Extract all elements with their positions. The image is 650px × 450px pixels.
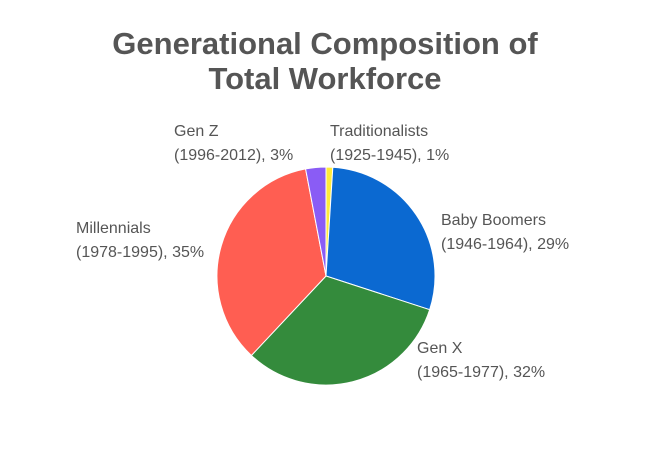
slice-label-traditionalists: Traditionalists (1925-1945), 1%: [330, 123, 449, 164]
slice-range-traditionalists: (1925-1945): [330, 147, 417, 164]
slice-label-baby-boomers-line-2: (1946-1964), 29%: [441, 236, 569, 253]
slice-value-gen-x: 32%: [513, 364, 545, 381]
slice-value-millennials: 35%: [172, 244, 204, 261]
slice-value-traditionalists: 1%: [426, 147, 449, 164]
slice-label-gen-x-line-1: Gen X: [417, 340, 463, 357]
slice-range-millennials: (1978-1995): [76, 244, 163, 261]
slice-range-gen-x: (1965-1977): [417, 364, 504, 381]
slice-label-baby-boomers-line-1: Baby Boomers: [441, 212, 546, 229]
slice-range-baby-boomers: (1946-1964): [441, 236, 528, 253]
slice-value-gen-z: 3%: [270, 147, 293, 164]
slice-label-gen-z-line-2: (1996-2012), 3%: [174, 147, 293, 164]
pie-slice-baby-boomers: [325, 166, 436, 311]
chart-title-line-1: Generational Composition of: [112, 26, 538, 61]
slice-label-baby-boomers: Baby Boomers (1946-1964), 29%: [441, 212, 569, 253]
pie-slices: [216, 166, 436, 386]
slice-range-gen-z: (1996-2012): [174, 147, 261, 164]
pie-slice-gen-z: [304, 166, 327, 277]
slice-label-millennials-line-1: Millennials: [76, 220, 151, 237]
slice-label-millennials-line-2: (1978-1995), 35%: [76, 244, 204, 261]
pie-slice-millennials: [216, 168, 327, 357]
slice-label-gen-z: Gen Z (1996-2012), 3%: [174, 123, 293, 164]
slice-label-traditionalists-line-2: (1925-1945), 1%: [330, 147, 449, 164]
slice-label-gen-x-line-2: (1965-1977), 32%: [417, 364, 545, 381]
slice-label-millennials: Millennials (1978-1995), 35%: [76, 220, 204, 261]
slice-label-gen-z-line-1: Gen Z: [174, 123, 219, 140]
slice-label-traditionalists-line-1: Traditionalists: [330, 123, 428, 140]
slice-value-baby-boomers: 29%: [537, 236, 569, 253]
pie-slice-gen-x: [250, 275, 431, 386]
slice-label-gen-x: Gen X (1965-1977), 32%: [417, 340, 545, 381]
chart-title-line-2: Total Workforce: [208, 61, 442, 96]
